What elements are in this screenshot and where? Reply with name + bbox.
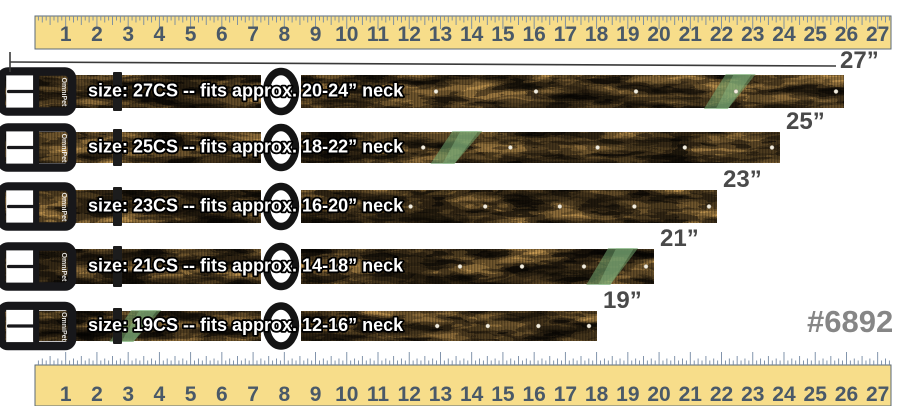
svg-text:13: 13 (429, 23, 452, 46)
svg-text:23: 23 (741, 23, 764, 46)
svg-text:1: 1 (60, 383, 72, 406)
svg-text:OmniPet: OmniPet (60, 193, 67, 222)
svg-text:15: 15 (491, 23, 515, 46)
svg-text:13: 13 (429, 383, 452, 406)
svg-text:21: 21 (679, 23, 703, 46)
svg-text:6: 6 (216, 23, 228, 46)
svg-text:7: 7 (247, 383, 259, 406)
svg-text:size: 21CS -- fits approx. 14-: size: 21CS -- fits approx. 14-18” neck (88, 255, 404, 275)
svg-text:size: 23CS -- fits approx. 16-: size: 23CS -- fits approx. 16-20” neck (88, 195, 404, 215)
svg-text:14: 14 (460, 383, 484, 406)
svg-text:25: 25 (804, 383, 828, 406)
svg-text:21”: 21” (660, 225, 699, 252)
svg-text:22: 22 (710, 23, 733, 46)
svg-text:4: 4 (154, 23, 166, 46)
svg-text:21: 21 (679, 383, 703, 406)
svg-text:27”: 27” (840, 47, 879, 74)
svg-text:18: 18 (585, 23, 609, 46)
svg-text:12: 12 (398, 383, 421, 406)
svg-text:15: 15 (491, 383, 515, 406)
svg-text:5: 5 (185, 23, 197, 46)
svg-text:26: 26 (835, 383, 858, 406)
svg-text:17: 17 (554, 383, 577, 406)
svg-text:24: 24 (772, 383, 796, 406)
svg-text:8: 8 (278, 23, 290, 46)
svg-text:9: 9 (310, 383, 322, 406)
svg-text:2: 2 (91, 23, 103, 46)
svg-text:4: 4 (154, 383, 166, 406)
svg-text:10: 10 (335, 383, 358, 406)
svg-text:16: 16 (522, 383, 545, 406)
svg-text:27: 27 (866, 23, 889, 46)
svg-text:23: 23 (741, 383, 764, 406)
svg-text:19: 19 (616, 383, 639, 406)
svg-text:23”: 23” (723, 166, 762, 193)
svg-text:16: 16 (522, 23, 545, 46)
svg-text:24: 24 (772, 23, 796, 46)
svg-text:12: 12 (398, 23, 421, 46)
svg-text:17: 17 (554, 23, 577, 46)
svg-text:1: 1 (60, 23, 72, 46)
svg-text:8: 8 (278, 383, 290, 406)
svg-text:OmniPet: OmniPet (60, 253, 67, 282)
svg-text:size: 27CS -- fits approx. 20-: size: 27CS -- fits approx. 20-24” neck (88, 80, 404, 100)
svg-text:5: 5 (185, 383, 197, 406)
svg-text:OmniPet: OmniPet (60, 134, 67, 163)
svg-text:6: 6 (216, 383, 228, 406)
svg-text:25: 25 (804, 23, 828, 46)
svg-text:14: 14 (460, 23, 484, 46)
svg-text:OmniPet: OmniPet (60, 78, 67, 107)
svg-text:19: 19 (616, 23, 639, 46)
svg-text:25”: 25” (786, 108, 825, 135)
svg-text:22: 22 (710, 383, 733, 406)
svg-text:9: 9 (310, 23, 322, 46)
svg-text:size: 19CS -- fits approx. 12-: size: 19CS -- fits approx. 12-16” neck (88, 315, 404, 335)
svg-text:26: 26 (835, 23, 858, 46)
svg-text:20: 20 (647, 23, 670, 46)
svg-text:11: 11 (367, 23, 390, 46)
svg-text:3: 3 (122, 383, 134, 406)
svg-text:11: 11 (367, 383, 390, 406)
svg-text:3: 3 (122, 23, 134, 46)
svg-text:18: 18 (585, 383, 609, 406)
svg-text:20: 20 (647, 383, 670, 406)
svg-text:OmniPet: OmniPet (60, 312, 67, 341)
svg-text:7: 7 (247, 23, 259, 46)
svg-text:2: 2 (91, 383, 103, 406)
svg-text:27: 27 (866, 383, 889, 406)
svg-text:10: 10 (335, 23, 358, 46)
svg-text:19”: 19” (603, 287, 642, 314)
svg-text:size: 25CS -- fits approx. 18-: size: 25CS -- fits approx. 18-22” neck (88, 136, 404, 156)
